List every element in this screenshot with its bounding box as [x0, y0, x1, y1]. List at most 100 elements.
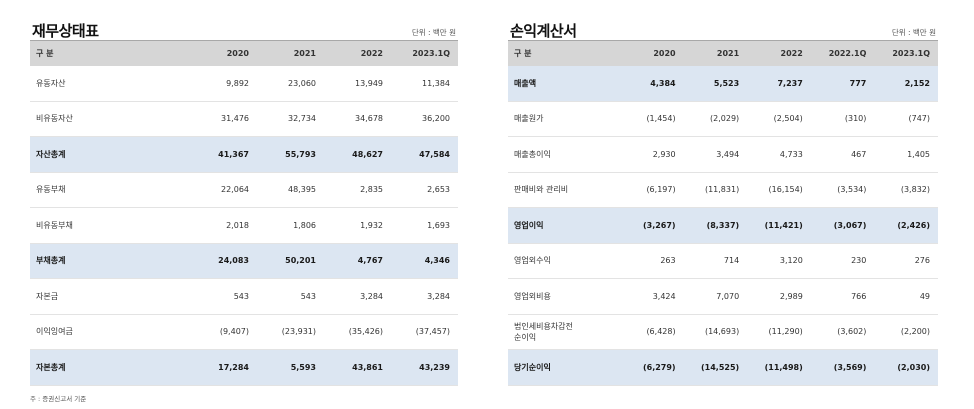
row-value: 4,767: [357, 256, 383, 266]
row-value: (1,454): [646, 114, 676, 124]
row-value: 2,152: [904, 78, 930, 88]
row-value: 48,627: [352, 149, 383, 159]
table-row: 비유동자산 31,476 32,734 34,678 36,200: [30, 101, 458, 137]
column-header-period: 2023.1Q: [412, 48, 450, 58]
row-label: 영업이익: [514, 220, 544, 230]
row-label: 자산총계: [36, 149, 66, 159]
row-value: 4,733: [779, 149, 803, 159]
row-value: 7,070: [716, 291, 740, 301]
row-value: 34,678: [355, 114, 383, 124]
table-header-row: 구 분 2020 2021 2022 2022.1Q 2023.1Q: [508, 40, 938, 66]
row-value: 36,200: [422, 114, 450, 124]
row-value: 467: [851, 149, 867, 159]
table-row: 매출원가 (1,454) (2,029) (2,504) (310) (747): [508, 101, 938, 137]
row-value: 2,930: [652, 149, 676, 159]
row-label: 이익잉여금: [36, 327, 73, 337]
row-value: (6,428): [646, 327, 676, 337]
row-label: 유동부채: [36, 185, 66, 195]
row-label: 부채총계: [36, 256, 66, 266]
row-value: (2,426): [897, 220, 930, 230]
table-total-row: 부채총계 24,083 50,201 4,767 4,346: [30, 243, 458, 279]
row-value: 5,523: [713, 78, 740, 88]
column-header-label: 구 분: [514, 48, 532, 58]
income-statement-title: 손익계산서: [510, 22, 577, 40]
table-row: 유동부채 22,064 48,395 2,835 2,653: [30, 172, 458, 208]
row-value: 4,384: [650, 78, 676, 88]
row-value: (3,569): [833, 362, 867, 372]
column-header-period: 2022.1Q: [828, 48, 867, 58]
row-value: 47,584: [419, 149, 450, 159]
row-value: (2,030): [897, 362, 930, 372]
row-value: 3,284: [360, 291, 383, 301]
column-header-period: 2021: [716, 48, 740, 58]
row-value: 1,693: [427, 220, 450, 230]
row-label: 영업외수익: [514, 256, 551, 266]
row-label: 매출원가: [514, 114, 544, 124]
row-value: (310): [844, 114, 867, 124]
row-value: 22,064: [221, 185, 249, 195]
row-value: 2,835: [360, 185, 383, 195]
row-value: (23,931): [281, 327, 316, 337]
column-header-period: 2021: [293, 48, 316, 58]
row-label: 판매비와 관리비: [514, 185, 569, 195]
column-header-period: 2022: [780, 48, 803, 58]
row-value: 777: [849, 78, 867, 88]
row-label: 자본총계: [36, 362, 66, 372]
column-header-label: 구 분: [36, 48, 54, 58]
row-value: 49: [919, 291, 930, 301]
row-value: (747): [908, 114, 930, 124]
row-value: (8,337): [706, 220, 740, 230]
row-value: 3,284: [427, 291, 450, 301]
row-value: 276: [914, 256, 930, 266]
column-header-period: 2020: [653, 48, 676, 58]
row-value: 31,476: [221, 114, 249, 124]
row-value: 3,120: [779, 256, 803, 266]
table-row: 이익잉여금 (9,407) (23,931) (35,426) (37,457): [30, 314, 458, 350]
row-label: 매출총이익: [514, 149, 551, 159]
row-value: 4,346: [424, 256, 450, 266]
row-value: (6,197): [646, 185, 676, 195]
row-value: 230: [851, 256, 867, 266]
row-value: 24,083: [218, 256, 249, 266]
row-value: 48,395: [288, 185, 316, 195]
row-value: (9,407): [219, 327, 249, 337]
row-value: (3,602): [837, 327, 867, 337]
row-label: 당기순이익: [514, 362, 551, 372]
row-value: 1,806: [293, 220, 316, 230]
column-header-period: 2022: [360, 48, 383, 58]
table-row: 매출총이익 2,930 3,494 4,733 467 1,405: [508, 137, 938, 172]
row-label: 비유동자산: [36, 114, 73, 124]
row-value: 1,932: [360, 220, 383, 230]
row-value: (3,832): [900, 185, 930, 195]
income-statement-header: 손익계산서 단위 : 백만 원: [508, 14, 938, 40]
row-value: 543: [233, 291, 249, 301]
column-header-period: 2023.1Q: [892, 48, 930, 58]
row-value: 3,424: [652, 291, 676, 301]
row-value: (2,200): [900, 327, 930, 337]
row-label: 비유동부채: [36, 220, 73, 230]
row-value: 2,018: [226, 220, 249, 230]
row-value: (3,067): [833, 220, 867, 230]
row-value: (2,029): [710, 114, 740, 124]
row-value: 7,237: [777, 78, 803, 88]
row-value: (6,279): [642, 362, 676, 372]
income-statement-table: 구 분 2020 2021 2022 2022.1Q 2023.1Q 매출액 4,384 5,…: [508, 40, 938, 386]
table-row: 판매비와 관리비 (6,197) (11,831) (16,154) (3,534) (3…: [508, 172, 938, 208]
table-total-row: 영업이익 (3,267) (8,337) (11,421) (3,067) (2,426): [508, 207, 938, 243]
table-row: 법인세비용차감전 순이익 (6,428) (14,693) (11,290) (3,60…: [508, 314, 938, 350]
row-value: 714: [723, 256, 740, 266]
row-value: (2,504): [773, 114, 803, 124]
table-total-row: 당기순이익 (6,279) (14,525) (11,498) (3,569) (2,03…: [508, 349, 938, 385]
row-value: 3,494: [716, 149, 740, 159]
row-value: 11,384: [422, 78, 450, 88]
row-label: 영업외비용: [514, 291, 551, 301]
row-value: 5,593: [290, 362, 316, 372]
row-value: 43,239: [419, 362, 450, 372]
row-value: 50,201: [285, 256, 316, 266]
row-value: 263: [660, 256, 676, 266]
table-header-row: 구 분 2020 2021 2022 2023.1Q: [30, 40, 458, 66]
table-total-row: 매출액 4,384 5,523 7,237 777 2,152: [508, 65, 938, 101]
row-value: (11,498): [764, 362, 803, 372]
footnote: 주 : 증권신고서 기준: [30, 395, 87, 403]
row-value: 2,653: [427, 185, 450, 195]
